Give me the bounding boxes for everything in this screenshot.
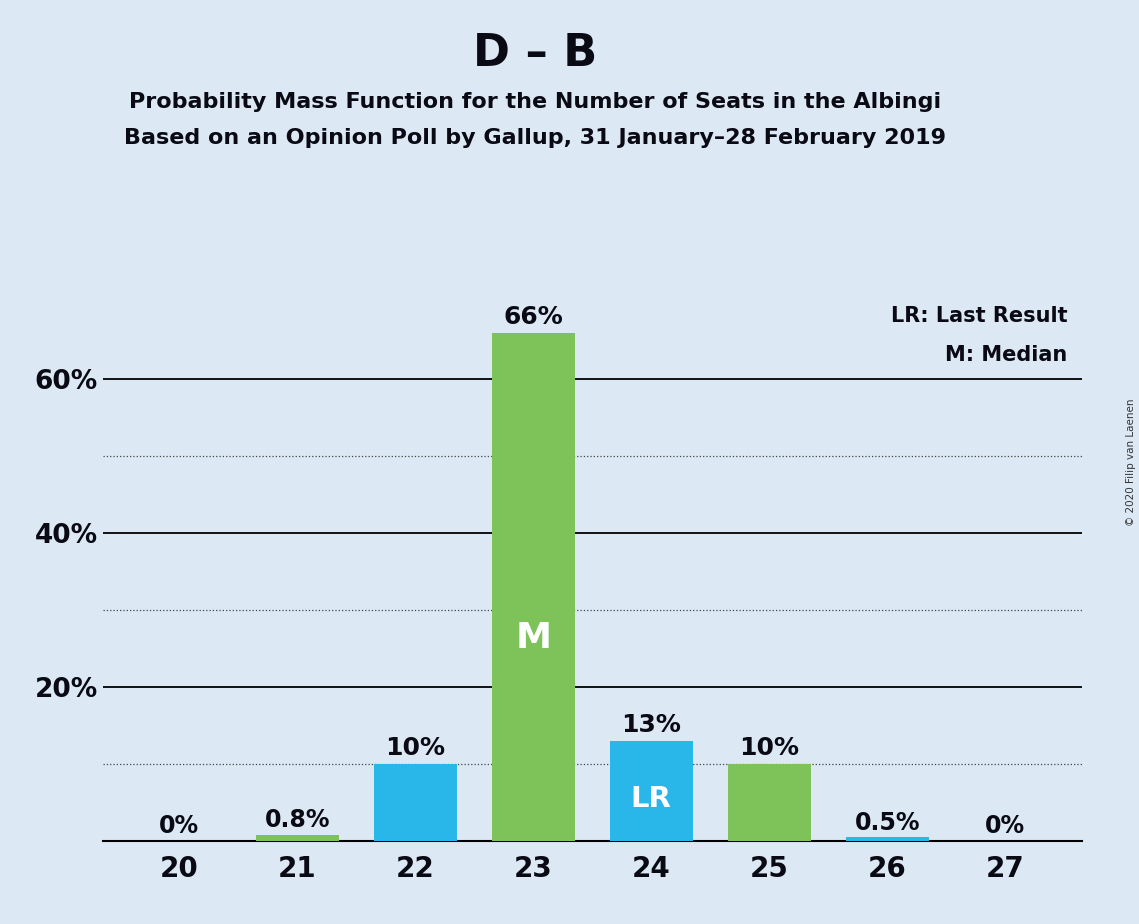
Text: 66%: 66% [503,305,563,329]
Text: 10%: 10% [739,736,800,760]
Text: Based on an Opinion Poll by Gallup, 31 January–28 February 2019: Based on an Opinion Poll by Gallup, 31 J… [124,128,947,148]
Text: 0.5%: 0.5% [854,810,920,834]
Text: M: Median: M: Median [945,345,1067,365]
Bar [492,333,574,841]
Text: D – B: D – B [473,32,598,76]
Bar [728,764,811,841]
Text: 0%: 0% [985,814,1025,838]
Bar [256,834,338,841]
Text: 13%: 13% [622,713,681,737]
Text: M: M [515,621,551,654]
Text: 10%: 10% [385,736,445,760]
Text: 0%: 0% [159,814,199,838]
Text: LR: Last Result: LR: Last Result [891,306,1067,326]
Bar [611,741,693,841]
Text: © 2020 Filip van Laenen: © 2020 Filip van Laenen [1126,398,1136,526]
Bar [374,764,457,841]
Text: LR: LR [631,784,672,813]
Bar [846,837,928,841]
Text: Probability Mass Function for the Number of Seats in the Albingi: Probability Mass Function for the Number… [129,92,942,113]
Text: 0.8%: 0.8% [264,808,330,833]
